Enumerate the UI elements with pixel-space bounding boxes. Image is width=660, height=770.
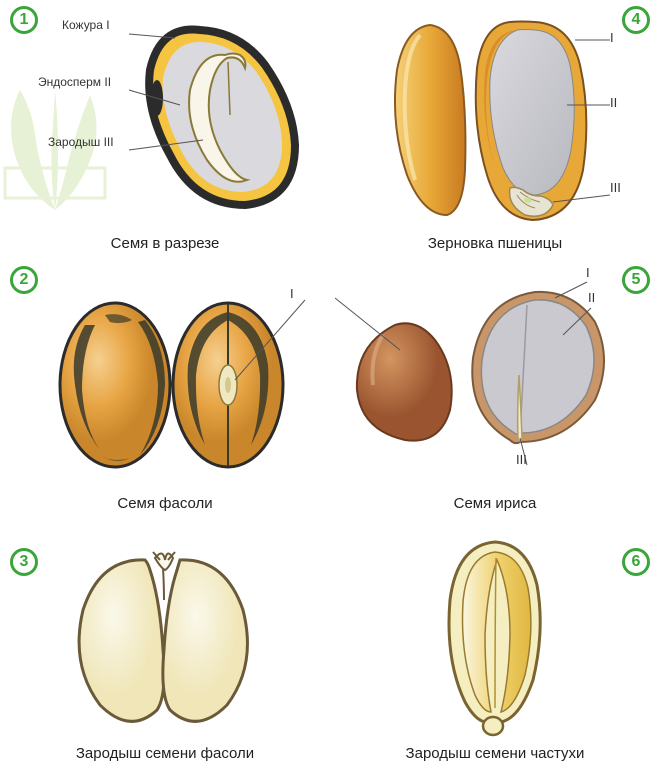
panel-1: 1 Кожура I Эндосперм II Зародыш III Семя… — [0, 0, 330, 260]
caption-4: Зерновка пшеницы — [330, 235, 660, 252]
badge-4: 4 — [622, 6, 650, 34]
figure-grid: 1 Кожура I Эндосперм II Зародыш III Семя… — [0, 0, 660, 770]
badge-2: 2 — [10, 266, 38, 294]
roman-2-I: I — [290, 286, 294, 301]
panel-5: 5 I II III — [330, 260, 660, 520]
panel-3: 3 Зародыш семени фасоли — [0, 520, 330, 770]
panel-4: 4 — [330, 0, 660, 260]
roman-4-III: III — [610, 180, 621, 195]
badge-5: 5 — [622, 266, 650, 294]
bean-embryo-figure — [15, 530, 315, 745]
caption-1: Семя в разрезе — [0, 235, 330, 252]
panel-6: 6 Зародыш семени частухи — [330, 520, 660, 770]
roman-4-II: II — [610, 95, 617, 110]
badge-6: 6 — [622, 548, 650, 576]
label-kozhura: Кожура I — [62, 18, 110, 32]
badge-3: 3 — [10, 548, 38, 576]
bean-seed-figure — [10, 270, 320, 490]
caption-6: Зародыш семени частухи — [330, 745, 660, 762]
label-zarodysh: Зародыш III — [48, 135, 114, 149]
label-endosperm: Эндосперм II — [38, 75, 111, 89]
panel-2: 2 — [0, 260, 330, 520]
iris-seed-figure — [335, 270, 655, 490]
roman-5-I: I — [586, 265, 590, 280]
roman-5-II: II — [588, 290, 595, 305]
caption-3: Зародыш семени фасоли — [0, 745, 330, 762]
roman-5-III: III — [516, 452, 527, 467]
caption-2: Семя фасоли — [0, 495, 330, 512]
badge-1: 1 — [10, 6, 38, 34]
seed-cross-section-figure — [15, 10, 315, 230]
roman-4-I: I — [610, 30, 614, 45]
wheat-grain-figure — [335, 10, 655, 235]
alisma-embryo-figure — [345, 530, 645, 745]
caption-5: Семя ириса — [330, 495, 660, 512]
